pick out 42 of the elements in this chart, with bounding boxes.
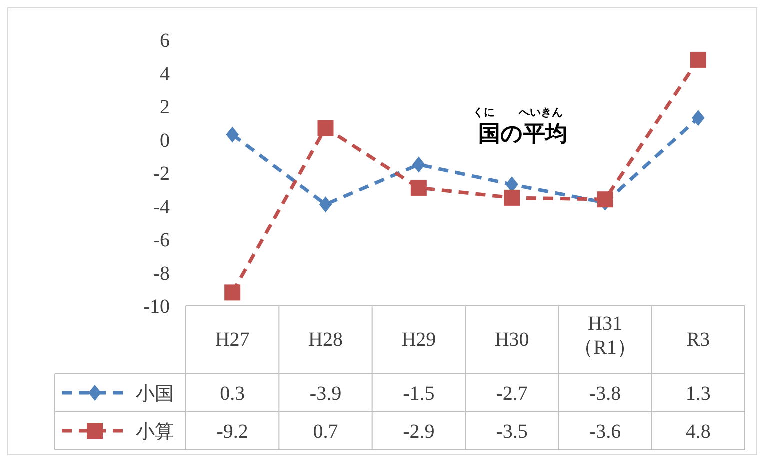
annotation: くに [473,107,495,119]
y-tick-label: -2 [153,163,170,185]
x-tick-label: H29 [402,329,436,351]
point [692,110,705,126]
data-label: 0.3 [220,383,246,405]
point [318,120,334,136]
x-tick-label: H30 [494,329,530,351]
data-label: -2.7 [496,383,528,405]
x-tick-label: R3 [686,329,710,351]
data-label: -2.9 [403,421,435,443]
text: 国の平均 [478,121,568,146]
y-tick-label: 2 [160,96,170,118]
data-label: -9.2 [216,421,248,443]
legend-label: 小算 [136,422,174,443]
data-label: -3.8 [589,383,622,405]
y-tick-label: 0 [160,130,170,152]
data-label: 4.8 [686,421,711,443]
y-tick-label: -8 [153,262,170,285]
x-tick-label: H28 [308,329,343,351]
x-tick-label: H27 [215,329,250,351]
y-tick-label: 6 [160,30,170,52]
point [412,156,426,173]
point [690,52,706,68]
y-tick-label: -10 [143,296,170,318]
point [504,190,520,206]
data-label: -1.5 [403,383,435,405]
annotation: へいきん [518,107,563,119]
point [226,126,239,143]
data-label: 0.7 [313,421,338,443]
point [319,196,332,213]
data-label: 1.3 [686,383,711,405]
legend-label: 小国 [136,384,174,405]
point [597,192,614,208]
data-label: -3.9 [310,383,342,405]
point [410,180,427,196]
data-label: -3.6 [589,421,622,443]
point [224,284,241,301]
y-tick-label: -6 [153,230,170,252]
data-label: -3.5 [496,421,528,443]
y-tick-label: 4 [160,63,170,86]
y-tick-label: -4 [153,196,170,218]
x-tick-label: H31 （R1） [574,313,637,359]
